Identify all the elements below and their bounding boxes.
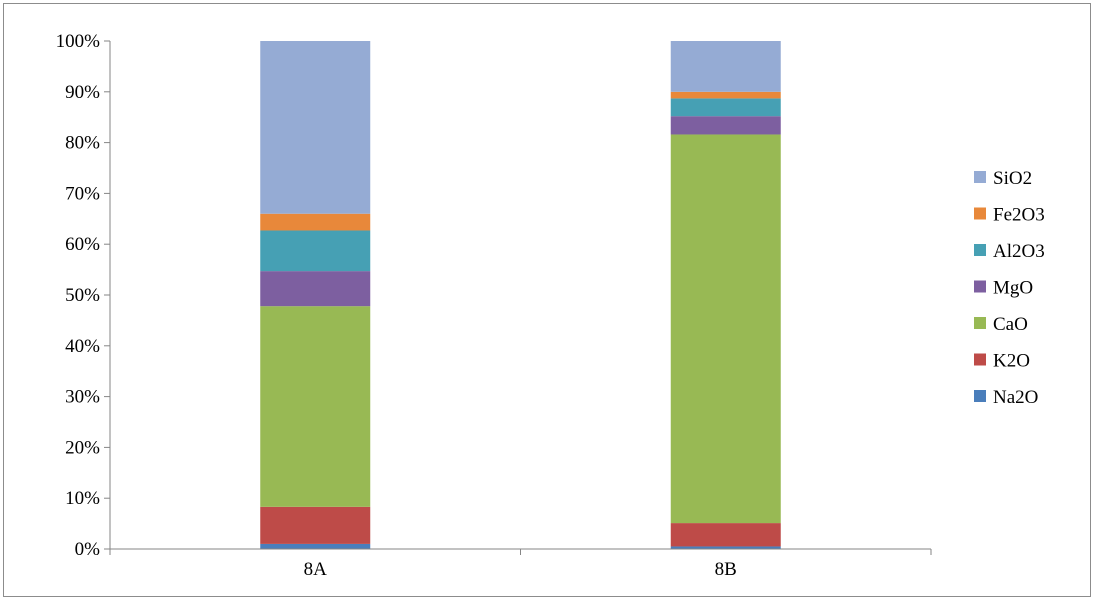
legend-label: CaO	[993, 314, 1028, 335]
y-tick-label: 70%	[65, 183, 100, 204]
legend-label: K2O	[993, 351, 1030, 372]
bar-segment-8a-mgo	[260, 271, 371, 307]
bar-segment-8a-fe2o3	[260, 213, 371, 231]
bar-segment-8a-sio2	[260, 41, 371, 214]
legend-swatch	[974, 207, 986, 220]
legend-item-al2o3: Al2O3	[974, 241, 1045, 262]
bar-segment-8a-al2o3	[260, 230, 371, 272]
bar-segment-8b-cao	[670, 134, 781, 524]
y-tick-label: 20%	[65, 437, 100, 458]
legend-swatch	[974, 244, 986, 256]
bar-segment-8b-k2o	[670, 523, 781, 547]
legend-item-sio2: SiO2	[974, 168, 1032, 189]
y-tick-label: 50%	[65, 285, 100, 306]
y-tick-label: 90%	[65, 82, 100, 103]
chart-frame	[3, 3, 1091, 597]
axes-group: 0% 10% 20% 30% 40% 50% 60% 70% 80% 90% 100% 8A 8B	[56, 31, 932, 580]
x-tick-label: 8A	[304, 559, 328, 580]
y-tick-label: 40%	[65, 336, 100, 357]
y-tick-label: 0%	[75, 539, 101, 560]
bar-segment-8a-na2o	[260, 543, 371, 549]
bar-segment-8b-fe2o3	[670, 91, 781, 99]
legend-swatch	[974, 390, 986, 402]
legend-item-k2o: K2O	[974, 351, 1030, 372]
legend-label: Fe2O3	[993, 205, 1045, 226]
bar-segment-8b-sio2	[670, 41, 781, 92]
legend-label: Na2O	[993, 387, 1038, 408]
legend-item-cao: CaO	[974, 314, 1028, 335]
legend-swatch	[974, 280, 986, 293]
legend-item-na2o: Na2O	[974, 387, 1038, 408]
legend-swatch	[974, 317, 986, 329]
legend-swatch	[974, 353, 986, 366]
bar-segment-8b-na2o	[670, 546, 781, 549]
bar-segment-8a-cao	[260, 306, 371, 507]
y-tick-label: 30%	[65, 387, 100, 408]
bar-segment-8a-k2o	[260, 506, 371, 544]
legend-swatch	[974, 171, 986, 183]
bars-group	[260, 41, 781, 549]
bar-segment-8b-al2o3	[670, 98, 781, 117]
legend: SiO2 Fe2O3 Al2O3 MgO CaO K2O Na2O	[974, 168, 1045, 408]
legend-label: MgO	[993, 278, 1033, 299]
y-tick-label: 80%	[65, 133, 100, 154]
y-tick-label: 100%	[56, 31, 101, 52]
legend-label: SiO2	[993, 168, 1032, 189]
legend-item-mgo: MgO	[974, 278, 1033, 299]
legend-label: Al2O3	[993, 241, 1045, 262]
legend-item-fe2o3: Fe2O3	[974, 205, 1045, 226]
y-tick-label: 60%	[65, 234, 100, 255]
bar-segment-8b-mgo	[670, 116, 781, 135]
y-tick-label: 10%	[65, 488, 100, 509]
x-tick-label: 8B	[715, 559, 737, 580]
